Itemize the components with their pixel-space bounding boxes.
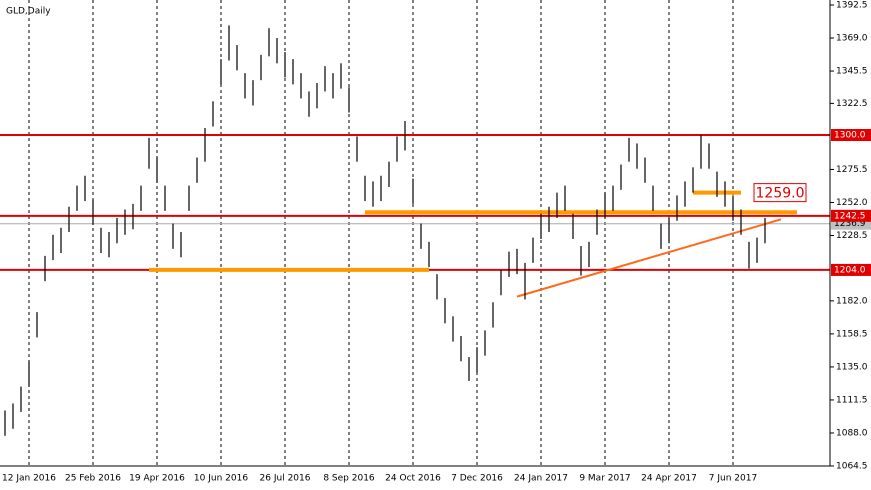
y-tick-label: 1392.5 bbox=[836, 1, 868, 11]
level-label-box bbox=[831, 263, 871, 276]
x-tick-label: 24 Oct 2016 bbox=[385, 474, 441, 484]
y-tick-label: 1064.5 bbox=[836, 462, 868, 472]
x-tick-label: 7 Jun 2017 bbox=[709, 474, 757, 484]
x-tick-label: 24 Apr 2017 bbox=[641, 474, 697, 484]
x-tick-label: 19 Apr 2016 bbox=[129, 474, 185, 484]
y-tick-label: 1345.5 bbox=[836, 67, 868, 77]
x-tick-label: 24 Jan 2017 bbox=[514, 474, 568, 484]
y-tick-label: 1182.0 bbox=[836, 296, 868, 306]
annotation-label: 1259.0 bbox=[756, 186, 805, 202]
trend-line bbox=[516, 218, 782, 298]
level-label-box bbox=[831, 129, 871, 142]
level-label: 1242.5 bbox=[834, 211, 866, 221]
x-tick-label: 10 Jun 2016 bbox=[194, 474, 248, 484]
x-tick-label: 9 Mar 2017 bbox=[579, 474, 630, 484]
y-tick-label: 1252.0 bbox=[836, 198, 868, 208]
level-label-box bbox=[831, 209, 871, 222]
y-tick-label: 1111.5 bbox=[836, 395, 868, 405]
chart-title: GLD,Daily bbox=[6, 7, 51, 17]
y-tick-label: 1158.5 bbox=[836, 329, 868, 339]
x-tick-label: 8 Sep 2016 bbox=[323, 474, 375, 484]
y-tick-label: 1322.5 bbox=[836, 99, 868, 109]
y-tick-label: 1228.5 bbox=[836, 231, 868, 241]
y-tick-label: 1135.0 bbox=[836, 362, 868, 372]
y-tick-label: 1088.0 bbox=[836, 428, 868, 438]
level-label: 1204.0 bbox=[834, 265, 866, 275]
x-tick-label: 7 Dec 2016 bbox=[451, 474, 503, 484]
last-price-label: 1236.9 bbox=[834, 219, 866, 229]
annotation-box bbox=[753, 183, 807, 203]
y-tick-label: 1275.5 bbox=[836, 165, 868, 175]
x-tick-label: 25 Feb 2016 bbox=[65, 474, 121, 484]
level-label: 1300.0 bbox=[834, 131, 866, 141]
x-tick-label: 12 Jan 2016 bbox=[2, 474, 56, 484]
y-tick-label: 1369.0 bbox=[836, 34, 868, 44]
x-tick-label: 26 Jul 2016 bbox=[260, 474, 311, 484]
